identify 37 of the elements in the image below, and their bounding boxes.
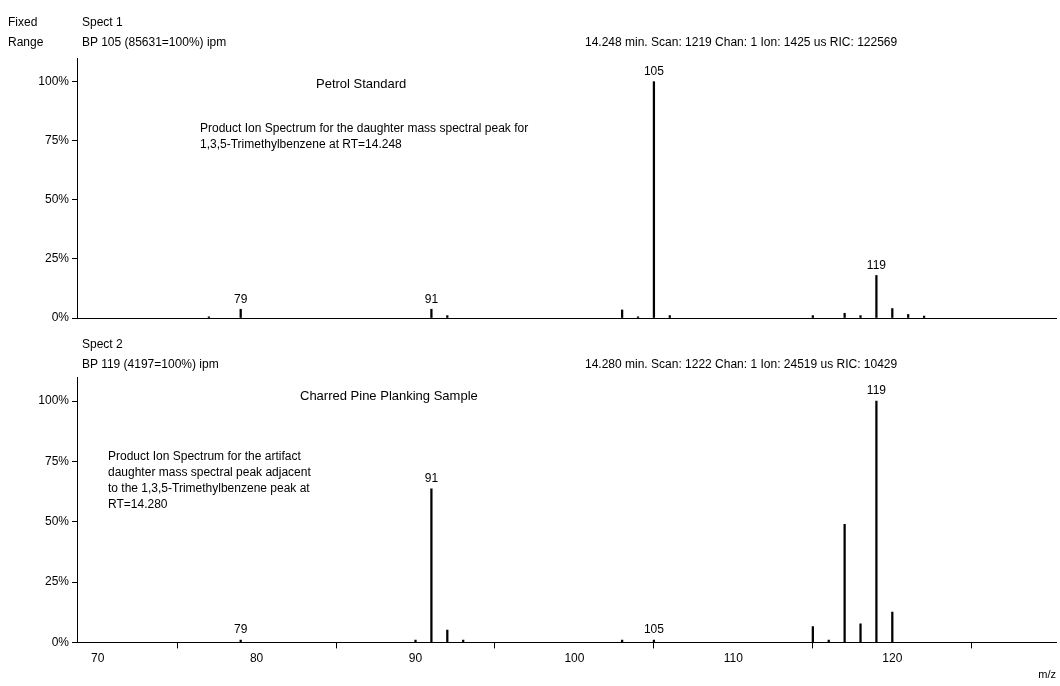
x-tick-label: 120 xyxy=(882,650,903,665)
annotation: 91 xyxy=(424,291,439,306)
y-tick-label: 0% xyxy=(51,310,70,325)
annotation: 119 xyxy=(866,257,887,272)
x-tick-label: 90 xyxy=(408,650,423,665)
text: Charred Pine Planking Sample xyxy=(300,388,478,403)
text: BP 105 (85631=100%) ipm xyxy=(82,34,227,50)
x-tick-label: 110 xyxy=(723,650,744,665)
y-tick-label: 25% xyxy=(44,251,70,266)
text: 14.280 min. Scan: 1222 Chan: 1 Ion: 24519 us RIC: 10429 xyxy=(585,356,898,372)
x-tick-label: 70 xyxy=(90,650,105,665)
x-axis-title: m/z xyxy=(1038,668,1056,681)
text: 14.248 min. Scan: 1219 Chan: 1 Ion: 1425 us RIC: 122569 xyxy=(585,34,898,50)
annotation: 105 xyxy=(643,622,665,637)
text: Petrol Standard xyxy=(316,76,407,91)
y-tick-label: 100% xyxy=(38,393,70,408)
text: BP 119 (4197=100%) ipm xyxy=(82,356,219,372)
x-tick-label: 100 xyxy=(564,650,585,665)
annotation: 91 xyxy=(424,471,439,486)
text: Range xyxy=(8,34,44,50)
y-tick-label: 25% xyxy=(44,574,70,589)
annotation: 79 xyxy=(234,291,248,306)
annotation: Product Ion Spectrum for the daughter mass spectral peak for 1,3,5-Trimethylbenzene at RT=14.248 xyxy=(200,120,530,152)
annotation: 79 xyxy=(234,622,248,637)
y-tick-label: 75% xyxy=(44,133,70,148)
y-tick-label: 75% xyxy=(44,453,70,468)
text: Spect 1 xyxy=(82,14,123,30)
annotation: 119 xyxy=(866,383,887,398)
annotation: 105 xyxy=(643,63,665,78)
y-tick-label: 100% xyxy=(38,73,70,88)
text: Spect 2 xyxy=(82,336,123,352)
y-tick-label: 0% xyxy=(51,634,70,649)
x-tick-label: 80 xyxy=(249,650,264,665)
y-tick-label: 50% xyxy=(44,514,70,529)
y-tick-label: 50% xyxy=(44,192,70,207)
annotation: Product Ion Spectrum for the artifact daughter mass spectral peak adjacent to the 1,3,5-Trimethylbenzene peak at RT=14.280 xyxy=(108,448,312,512)
text: Fixed xyxy=(8,14,38,30)
